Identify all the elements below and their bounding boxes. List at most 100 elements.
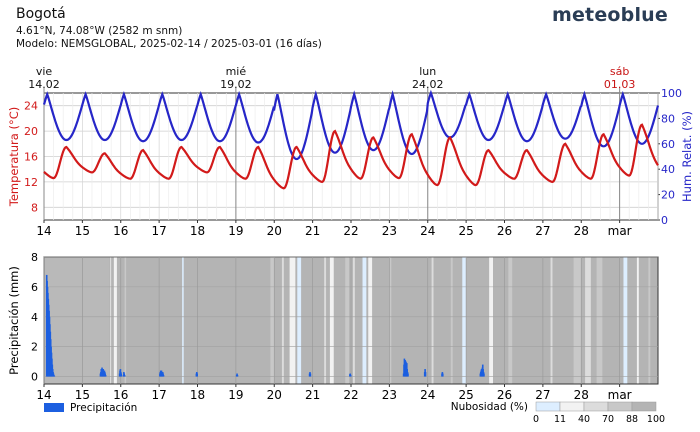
precip-bar: [424, 372, 427, 377]
cloud-band: [270, 257, 275, 384]
precip-bar: [53, 375, 56, 377]
precip-bar: [483, 373, 485, 377]
precip-bar: [196, 373, 198, 377]
precip-x-tick-label: 19: [228, 388, 243, 402]
precip-bar: [104, 373, 107, 377]
cloud-band: [450, 257, 453, 384]
cloud-legend-swatch: [631, 401, 657, 412]
humidity-tick-label: 40: [661, 163, 675, 176]
model-info-text: Modelo: NEMSGLOBAL, 2025-02-14 / 2025-03…: [16, 38, 322, 50]
cloud-legend-tick: 11: [554, 414, 566, 425]
cloud-band: [44, 257, 110, 384]
cloud-band: [596, 257, 603, 384]
cloud-band: [573, 257, 582, 384]
cloud-band: [550, 257, 553, 384]
precip-tick-label: 0: [31, 371, 38, 384]
temp-x-tick-label: 14: [36, 224, 51, 238]
precip-bar: [120, 373, 123, 377]
precip-axis-label: Precipitación (mm): [7, 266, 21, 375]
day-marker-date: 14.02: [28, 78, 60, 91]
temp-x-tick-label: 18: [190, 224, 205, 238]
precip-x-tick-label: 14: [36, 388, 51, 402]
cloud-band: [362, 257, 367, 384]
precip-tick-label: 2: [31, 341, 38, 354]
precip-bar: [349, 375, 352, 377]
cloud-band: [585, 257, 591, 384]
precip-bar: [236, 375, 239, 377]
cloud-band: [345, 257, 350, 384]
precip-bar: [123, 375, 126, 377]
cloud-band: [110, 257, 112, 384]
precip-x-tick-label: 22: [343, 388, 358, 402]
precip-bar: [309, 373, 312, 377]
humidity-tick-label: 0: [661, 214, 668, 227]
temp-tick-label: 16: [24, 151, 38, 164]
temp-tick-label: 24: [24, 100, 38, 113]
cloud-band: [389, 257, 392, 384]
cloud-band: [368, 257, 373, 384]
temp-axis-label: Temperatura (°C): [7, 107, 21, 207]
precip-x-tick-label: 15: [75, 388, 90, 402]
temp-x-tick-label: 20: [267, 224, 282, 238]
day-marker-date: 01.03: [604, 78, 636, 91]
temp-x-tick-label: 23: [382, 224, 397, 238]
precip-x-tick-label: 25: [458, 388, 473, 402]
cloud-band: [324, 257, 327, 384]
precip-tick-label: 8: [31, 251, 38, 264]
meteoblue-logo: meteoblue: [551, 4, 668, 26]
cloud-legend-swatch: [559, 401, 585, 412]
cloud-band: [623, 257, 628, 384]
cloud-band: [431, 257, 434, 384]
humidity-tick-label: 100: [661, 87, 682, 100]
precip-x-tick-label: 28: [574, 388, 589, 402]
precip-bar: [407, 373, 409, 377]
day-marker-name: lun: [419, 65, 436, 78]
temperature-line: [43, 123, 659, 190]
precip-x-tick-label: mar: [608, 388, 632, 402]
cloud-band: [352, 257, 355, 384]
cloud-legend-tick: 88: [626, 414, 638, 425]
precip-bar: [162, 375, 165, 377]
temp-tick-label: 12: [24, 176, 38, 189]
cloud-legend-tick: 40: [578, 414, 590, 425]
humidity-tick-label: 20: [661, 189, 675, 202]
cloud-band: [182, 257, 184, 384]
temp-x-tick-label: 21: [305, 224, 320, 238]
cloud-band: [113, 257, 117, 384]
cloud-band: [636, 257, 639, 384]
cloud-legend-tick: 0: [533, 414, 539, 425]
cloud-legend-swatch: [583, 401, 609, 412]
precip-bar: [236, 373, 238, 377]
cloud-legend-label: Nubosidad (%): [451, 401, 528, 413]
precip-tick-label: 6: [31, 281, 38, 294]
temp-x-tick-label: 25: [458, 224, 473, 238]
cloud-band: [462, 257, 467, 384]
cloud-band: [289, 257, 296, 384]
cloud-band: [297, 257, 302, 384]
precip-x-tick-label: 18: [190, 388, 205, 402]
temp-x-tick-label: 26: [497, 224, 512, 238]
precip-x-tick-label: 23: [382, 388, 397, 402]
cloud-band: [329, 257, 334, 384]
precip-bar: [123, 373, 126, 377]
cloud-legend-swatch: [607, 401, 633, 412]
temp-x-tick-label: 22: [343, 224, 358, 238]
location-title: Bogotá: [16, 6, 66, 22]
precip-x-tick-label: 20: [267, 388, 282, 402]
coordinates-text: 4.61°N, 74.08°W (2582 m snm): [16, 25, 183, 37]
temp-x-tick-label: 16: [113, 224, 128, 238]
cloud-band: [648, 257, 651, 384]
temp-x-tick-label: 27: [535, 224, 550, 238]
cloud-band: [508, 257, 513, 384]
temp-x-tick-label: 19: [228, 224, 243, 238]
precip-bar: [104, 375, 107, 377]
precip-bar: [349, 373, 352, 377]
precip-x-tick-label: 17: [151, 388, 166, 402]
temp-x-tick-label: 24: [420, 224, 435, 238]
day-marker-date: 24.02: [412, 78, 444, 91]
precip-legend-swatch: [44, 403, 64, 412]
cloud-legend-swatch: [535, 401, 561, 412]
humidity-tick-label: 60: [661, 138, 675, 151]
temp-x-tick-label: 17: [151, 224, 166, 238]
